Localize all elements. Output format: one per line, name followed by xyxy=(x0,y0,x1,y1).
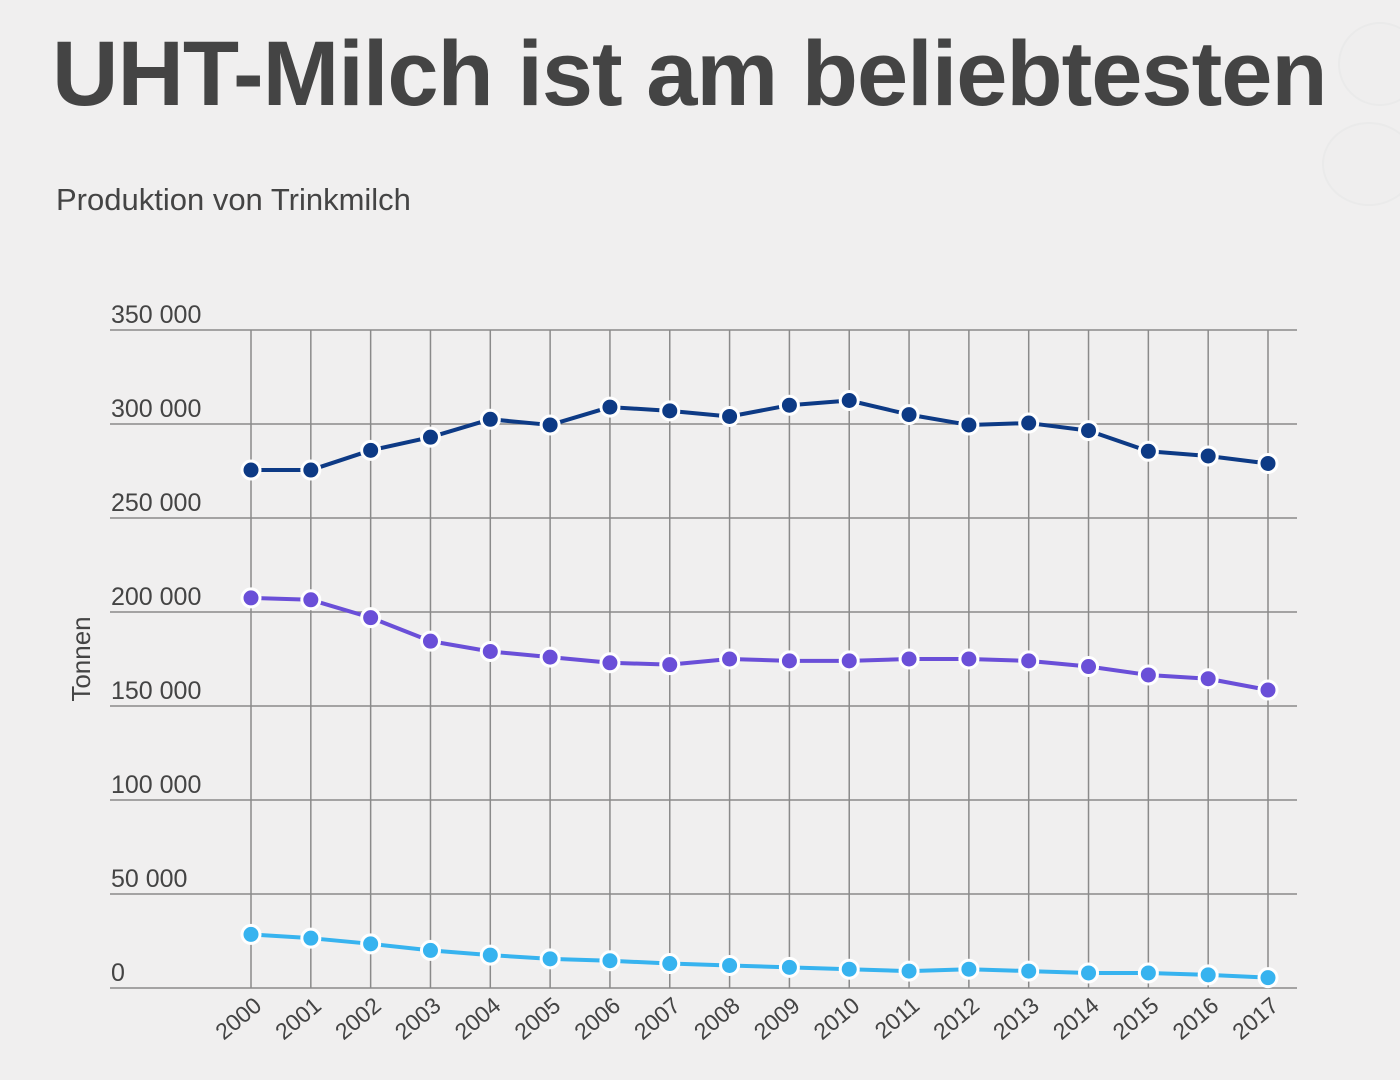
page-title: UHT-Milch ist am beliebtesten xyxy=(52,23,1328,125)
data-point xyxy=(838,958,860,980)
x-tick-label: 2017 xyxy=(1227,992,1283,1045)
y-tick-label: 250 000 xyxy=(111,489,201,517)
x-tick-label: 2007 xyxy=(629,992,685,1045)
data-point xyxy=(599,652,621,674)
data-point xyxy=(659,400,681,422)
data-point xyxy=(539,414,561,436)
series-2 xyxy=(240,923,1279,989)
data-point xyxy=(719,648,741,670)
x-tick-label: 2000 xyxy=(210,992,266,1045)
data-point xyxy=(659,953,681,975)
x-tick-label: 2003 xyxy=(390,992,446,1045)
data-point xyxy=(838,650,860,672)
x-tick-label: 2008 xyxy=(689,992,745,1045)
data-point xyxy=(539,948,561,970)
x-tick-label: 2010 xyxy=(809,992,865,1045)
series-1 xyxy=(240,587,1279,701)
data-point xyxy=(1078,656,1100,678)
data-point xyxy=(778,650,800,672)
data-point xyxy=(240,923,262,945)
series-line xyxy=(251,398,1269,473)
data-point xyxy=(958,414,980,436)
data-point xyxy=(599,950,621,972)
x-tick-label: 2009 xyxy=(749,992,805,1045)
data-point xyxy=(1257,967,1279,989)
x-tick-label: 2015 xyxy=(1108,992,1164,1045)
x-tick-label: 2013 xyxy=(988,992,1044,1045)
data-point xyxy=(898,960,920,982)
data-point xyxy=(1197,445,1219,467)
series-line xyxy=(250,932,1269,980)
faded-share-icon xyxy=(1322,122,1400,206)
data-point xyxy=(419,426,441,448)
data-point xyxy=(958,648,980,670)
y-axis-label: Tonnen xyxy=(66,616,96,701)
data-point xyxy=(479,640,501,662)
data-point xyxy=(958,958,980,980)
x-tick-label: 2012 xyxy=(928,992,984,1045)
data-point xyxy=(479,944,501,966)
data-point xyxy=(360,439,382,461)
data-point xyxy=(1078,420,1100,442)
x-tick-label: 2004 xyxy=(450,992,506,1045)
data-point xyxy=(360,607,382,629)
data-point xyxy=(599,396,621,418)
data-point xyxy=(240,587,262,609)
data-point xyxy=(300,459,322,481)
data-point xyxy=(1018,960,1040,982)
data-point xyxy=(1137,962,1159,984)
y-tick-label: 300 000 xyxy=(111,395,201,423)
data-point xyxy=(300,927,322,949)
x-tick-label: 2014 xyxy=(1048,992,1104,1045)
y-tick-label: 100 000 xyxy=(111,771,201,799)
y-tick-label: 50 000 xyxy=(111,865,187,893)
data-point xyxy=(1197,668,1219,690)
y-tick-label: 350 000 xyxy=(111,301,201,329)
x-tick-label: 2002 xyxy=(330,992,386,1045)
data-point xyxy=(838,390,860,411)
data-point xyxy=(1197,964,1219,986)
data-point xyxy=(778,394,800,416)
data-point xyxy=(719,954,741,976)
data-point xyxy=(659,654,681,676)
data-point xyxy=(778,956,800,978)
series-0 xyxy=(240,390,1279,481)
data-point xyxy=(360,933,382,955)
data-point xyxy=(1018,412,1040,434)
data-point xyxy=(1137,440,1159,462)
data-point xyxy=(419,939,441,961)
x-tick-label: 2005 xyxy=(509,992,565,1045)
faded-menu-icon xyxy=(1338,22,1400,106)
data-point xyxy=(240,459,262,481)
y-tick-label: 0 xyxy=(111,959,125,987)
data-point xyxy=(1257,452,1279,474)
data-point xyxy=(300,589,322,611)
data-point xyxy=(1137,664,1159,686)
data-point xyxy=(898,648,920,670)
data-point xyxy=(1257,679,1279,701)
data-point xyxy=(539,646,561,668)
data-point xyxy=(898,404,920,426)
data-point xyxy=(719,405,741,427)
data-point xyxy=(479,408,501,430)
x-tick-label: 2001 xyxy=(270,992,326,1045)
y-tick-label: 150 000 xyxy=(111,677,201,705)
data-point xyxy=(419,630,441,652)
data-point xyxy=(1078,962,1100,984)
data-point xyxy=(1018,650,1040,672)
chart-subtitle: Produktion von Trinkmilch xyxy=(56,182,411,217)
x-tick-label: 2011 xyxy=(870,992,925,1044)
x-tick-label: 2006 xyxy=(569,992,625,1045)
y-tick-label: 200 000 xyxy=(111,583,201,611)
x-tick-label: 2016 xyxy=(1167,992,1223,1045)
